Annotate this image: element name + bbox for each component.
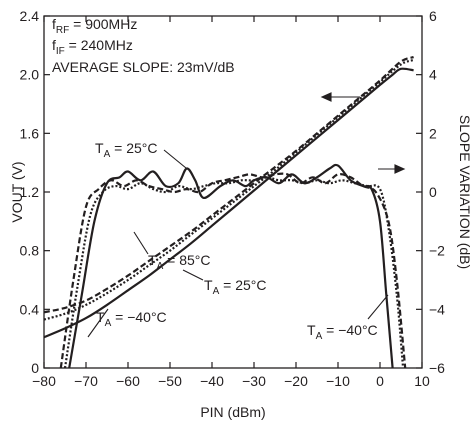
x-tick-label: −10 — [326, 373, 350, 389]
y-right-tick-label: −2 — [429, 243, 445, 259]
label-ta-m40-right: TA = −40°C — [307, 322, 378, 342]
series-left-dotted-line — [43, 58, 414, 321]
x-axis-label: PIN (dBm) — [200, 404, 265, 420]
x-tick-label: −60 — [116, 373, 140, 389]
conditions-backdrop — [50, 58, 302, 76]
series-left-solid-line — [43, 67, 414, 339]
x-tick-label: −50 — [158, 373, 182, 389]
y-right-tick-label: 0 — [429, 184, 437, 200]
y-left-tick-label: 0 — [31, 360, 39, 376]
y-left-tick-label: 0.8 — [20, 243, 40, 259]
x-tick-label: −30 — [242, 373, 266, 389]
y-axis-right-label: SLOPE VARIATION (dB) — [457, 115, 473, 269]
y-right-tick-label: −4 — [429, 301, 445, 317]
pointer-ta25-top — [163, 149, 187, 169]
label-ta-m40-left: TA = −40°C — [96, 309, 167, 329]
y-left-tick-label: 2.0 — [20, 67, 40, 83]
label-ta25-mid: TA = 25°C — [204, 277, 266, 297]
condition-slope: AVERAGE SLOPE: 23mV/dB — [52, 59, 235, 75]
series-left-dashed-line — [43, 56, 414, 314]
y-left-tick-label: 0.4 — [20, 301, 40, 317]
ticks-layer: −80 −70 −60 −50 −40 −30 −20 −10 0 1000.40.81.21.6… — [20, 8, 446, 389]
series-right-dashed-line — [59, 172, 407, 369]
y-axis-left-label: VOUT (V) — [9, 161, 25, 222]
y-right-tick-label: 6 — [429, 8, 437, 24]
series-right-dotted-line — [63, 176, 405, 369]
condition-frf: fRF = 900MHz — [52, 16, 137, 36]
label-ta25-top: TA = 25°C — [95, 140, 157, 160]
y-right-tick-label: 2 — [429, 125, 437, 141]
condition-fif: fIF = 240MHz — [52, 37, 133, 57]
pointer-ta-m40-left — [87, 308, 109, 338]
series-layer — [43, 56, 414, 369]
conditions-block: fRF = 900MHz fIF = 240MHz AVERAGE SLOPE:… — [50, 16, 302, 76]
y-right-tick-label: −6 — [429, 360, 445, 376]
annotation-arrows — [87, 92, 406, 338]
x-tick-label: 0 — [376, 373, 384, 389]
x-tick-label: −70 — [74, 373, 98, 389]
arrow-right-head — [394, 164, 406, 174]
label-ta85: TA = 85°C — [148, 252, 210, 272]
series-right-solid-line — [68, 163, 394, 369]
y-right-tick-label: 4 — [429, 67, 437, 83]
x-tick-label: −40 — [200, 373, 224, 389]
pointer-ta-m40-right — [367, 294, 389, 320]
y-left-tick-label: 1.2 — [20, 184, 40, 200]
pointer-ta85 — [133, 231, 149, 255]
x-tick-label: 10 — [414, 373, 430, 389]
y-left-tick-label: 2.4 — [20, 8, 40, 24]
temperature-labels: TA = 25°C TA = 85°C TA = 25°C TA = −40°C… — [95, 140, 378, 342]
arrow-left-head — [320, 92, 332, 102]
y-left-tick-label: 1.6 — [20, 125, 40, 141]
x-tick-label: −20 — [284, 373, 308, 389]
x-tick-label: −80 — [32, 373, 56, 389]
pointer-ta25-mid — [182, 269, 204, 281]
